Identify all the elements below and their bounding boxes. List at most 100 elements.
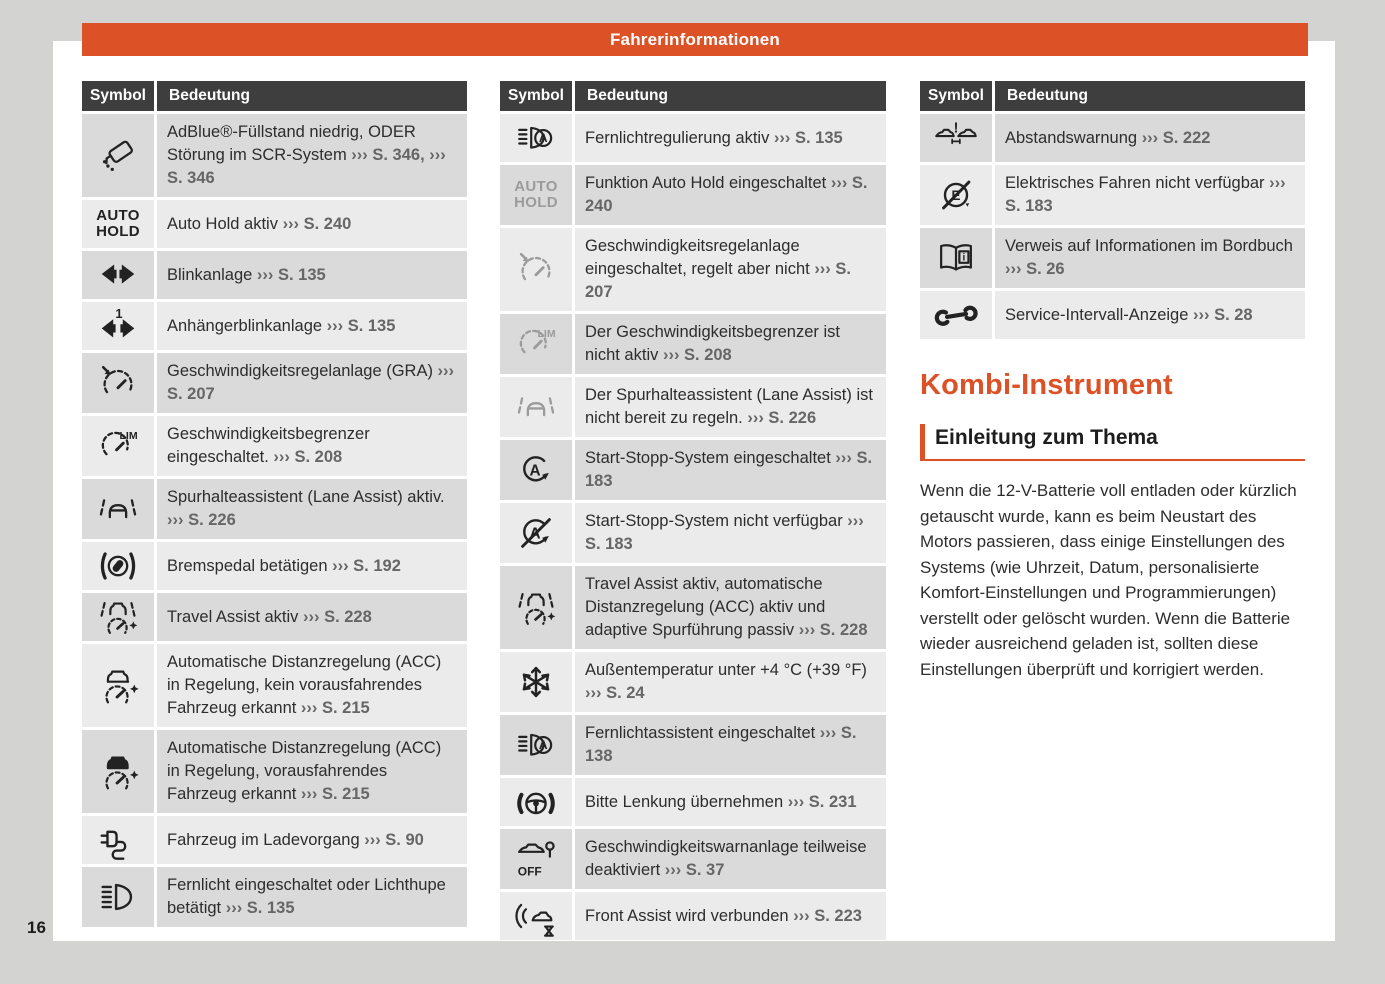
meaning-cell: Blinkanlage ››› S. 135 bbox=[157, 251, 467, 299]
page-ref-link[interactable]: ››› S. 215 bbox=[300, 699, 370, 717]
e-drive-unavailable-icon bbox=[920, 165, 995, 225]
page-ref-link[interactable]: ››› S. 135 bbox=[773, 128, 843, 147]
meaning-cell: Fernlicht eingeschaltet oder Lichthupe b… bbox=[157, 867, 467, 927]
page-ref-link[interactable]: ››› S. 135 bbox=[326, 316, 396, 335]
meaning-cell: Geschwindigkeitsregelanlage eingeschalte… bbox=[575, 228, 886, 311]
chapter-title: Fahrerinformationen bbox=[609, 29, 781, 49]
service-interval-icon bbox=[920, 291, 995, 339]
start-stop-unavailable-icon bbox=[500, 503, 575, 563]
page-ref-link[interactable]: ››› S. 215 bbox=[300, 785, 370, 803]
meaning-text: Der Geschwindigkeitsbegrenzer ist nicht … bbox=[585, 321, 876, 367]
meaning-text: Blinkanlage ››› S. 135 bbox=[167, 264, 326, 287]
meaning-text-part: AdBlue®-Füllstand niedrig, ODER Störung … bbox=[167, 123, 416, 164]
page-ref-link[interactable]: ››› S. 231 bbox=[787, 792, 857, 811]
page-ref-link[interactable]: ››› S. 240 bbox=[585, 174, 868, 215]
page-ref-link[interactable]: ››› S. 28 bbox=[1193, 305, 1253, 324]
meaning-text-part: Automatische Distanzregelung (ACC) in Re… bbox=[167, 739, 442, 803]
cruise-control-standby-icon bbox=[500, 228, 575, 311]
meaning-text-part: Automatische Distanzregelung (ACC) in Re… bbox=[167, 653, 442, 717]
meaning-cell: Auto Hold aktiv ››› S. 240 bbox=[157, 200, 467, 248]
meaning-text: Start-Stopp-System eingeschaltet ››› S. … bbox=[585, 447, 876, 493]
page-ref-link[interactable]: ››› S. 240 bbox=[282, 214, 352, 233]
page-ref-link[interactable]: ››› S. 226 bbox=[747, 409, 817, 427]
table-row: Geschwindigkeitsregelanlage eingeschalte… bbox=[500, 228, 886, 311]
meaning-text: Geschwindigkeitsregelanlage eingeschalte… bbox=[585, 235, 876, 304]
meaning-text-part: Elektrisches Fahren nicht verfügbar bbox=[1005, 174, 1270, 192]
meaning-text-part: Funktion Auto Hold eingeschaltet bbox=[585, 174, 831, 192]
meaning-text-part: Geschwindigkeitsregelanlage eingeschalte… bbox=[585, 237, 815, 278]
meaning-text-part: Verweis auf Informationen im Bordbuch bbox=[1005, 237, 1293, 255]
speed-warning-off-icon bbox=[500, 829, 575, 889]
table-row: AdBlue®-Füllstand niedrig, ODER Störung … bbox=[82, 114, 467, 197]
page-ref-link[interactable]: ››› S. 223 bbox=[793, 906, 862, 925]
page-ref-link[interactable]: ››› S. 135 bbox=[225, 899, 295, 917]
table-row: Fernlichtassistent eingeschaltet ››› S. … bbox=[500, 715, 886, 775]
meaning-text: Geschwindigkeitswarnanlage teilweise dea… bbox=[585, 836, 876, 882]
meaning-text: Bitte Lenkung übernehmen ››› S. 231 bbox=[585, 791, 857, 814]
table-row: Bitte Lenkung übernehmen ››› S. 231 bbox=[500, 778, 886, 826]
meaning-text-part: Der Spurhalteassistent (Lane Assist) ist… bbox=[585, 386, 873, 427]
page-number: 16 bbox=[27, 918, 46, 937]
meaning-cell: Der Spurhalteassistent (Lane Assist) ist… bbox=[575, 377, 886, 437]
meaning-text-part: Fernlichtregulierung aktiv bbox=[585, 128, 774, 147]
meaning-text-part: Anhängerblinkanlage bbox=[167, 316, 327, 335]
meaning-cell: Außentemperatur unter +4 °C (+39 °F) ›››… bbox=[575, 652, 886, 712]
page-ref-link[interactable]: ››› S. 24 bbox=[585, 684, 645, 702]
meaning-text-part: Außentemperatur unter +4 °C (+39 °F) bbox=[585, 661, 867, 679]
meaning-text: Der Spurhalteassistent (Lane Assist) ist… bbox=[585, 384, 876, 430]
table-row: Abstandswarnung ››› S. 222 bbox=[920, 114, 1305, 162]
auto-hold-active-indicator: AUTO HOLD bbox=[82, 200, 157, 248]
meaning-cell: Funktion Auto Hold eingeschaltet ››› S. … bbox=[575, 165, 886, 225]
meaning-text-part: Front Assist wird verbunden bbox=[585, 906, 794, 925]
page-ref-link[interactable]: ››› S. 207 bbox=[585, 260, 851, 301]
page-ref-link[interactable]: ››› S. 346, bbox=[351, 146, 425, 164]
meaning-text-part: Fernlicht eingeschaltet oder Lichthupe b… bbox=[167, 876, 446, 917]
meaning-cell: Abstandswarnung ››› S. 222 bbox=[995, 114, 1305, 162]
page-ref-link[interactable]: ››› S. 135 bbox=[256, 265, 326, 284]
page-ref-link[interactable]: ››› S. 208 bbox=[662, 346, 732, 364]
table-row: Start-Stopp-System eingeschaltet ››› S. … bbox=[500, 440, 886, 500]
page-ref-link[interactable]: ››› S. 228 bbox=[798, 621, 868, 639]
right-column: Symbol Bedeutung Abstandswarnung ››› S. … bbox=[920, 81, 1305, 699]
meaning-text: Außentemperatur unter +4 °C (+39 °F) ›››… bbox=[585, 659, 876, 705]
meaning-cell: Service-Intervall-Anzeige ››› S. 28 bbox=[995, 291, 1305, 339]
page-ref-link[interactable]: ››› S. 183 bbox=[585, 512, 864, 553]
speed-limiter-icon bbox=[82, 416, 157, 476]
page-ref-link[interactable]: ››› S. 192 bbox=[332, 556, 401, 575]
page-ref-link[interactable]: ››› S. 183 bbox=[585, 449, 873, 490]
meaning-text: Automatische Distanzregelung (ACC) in Re… bbox=[167, 651, 457, 720]
table-row: Verweis auf Informationen im Bordbuch ››… bbox=[920, 228, 1305, 288]
meaning-text-part: Travel Assist aktiv, automatische Distan… bbox=[585, 575, 826, 639]
page-ref-link[interactable]: ››› S. 208 bbox=[273, 448, 343, 466]
page-ref-link[interactable]: ››› S. 90 bbox=[364, 830, 424, 849]
chapter-header-bar: Fahrerinformationen bbox=[82, 23, 1308, 56]
symbol-column-header: Symbol bbox=[500, 81, 575, 111]
page-ref-link[interactable]: ››› S. 138 bbox=[585, 724, 857, 765]
page-ref-link[interactable]: ››› S. 26 bbox=[1005, 260, 1065, 278]
front-assist-connecting-icon bbox=[500, 892, 575, 940]
meaning-text: Fernlichtregulierung aktiv ››› S. 135 bbox=[585, 127, 843, 150]
meaning-text: Verweis auf Informationen im Bordbuch ››… bbox=[1005, 235, 1295, 281]
page-ref-link[interactable]: ››› S. 37 bbox=[664, 861, 725, 879]
page-ref-link[interactable]: ››› S. 228 bbox=[303, 607, 372, 626]
table-row: Travel Assist aktiv ››› S. 228 bbox=[82, 593, 467, 641]
meaning-text-part: Geschwindigkeitswarnanlage teilweise dea… bbox=[585, 838, 867, 879]
start-stop-active-icon bbox=[500, 440, 575, 500]
page-ref-link[interactable]: ››› S. 346 bbox=[167, 146, 446, 187]
meaning-cell: Start-Stopp-System nicht verfügbar ››› S… bbox=[575, 503, 886, 563]
meaning-cell: Automatische Distanzregelung (ACC) in Re… bbox=[157, 730, 467, 813]
table-row: Fahrzeug im Ladevorgang ››› S. 90 bbox=[82, 816, 467, 864]
meaning-text: Abstandswarnung ››› S. 222 bbox=[1005, 127, 1210, 150]
meaning-text: Start-Stopp-System nicht verfügbar ››› S… bbox=[585, 510, 876, 556]
auto-hold-on-indicator: AUTO HOLD bbox=[500, 165, 575, 225]
page-ref-link[interactable]: ››› S. 207 bbox=[167, 362, 455, 403]
table-row: Travel Assist aktiv, automatische Distan… bbox=[500, 566, 886, 649]
meaning-cell: Anhängerblinkanlage ››› S. 135 bbox=[157, 302, 467, 350]
page-ref-link[interactable]: ››› S. 222 bbox=[1141, 128, 1211, 147]
page-ref-link[interactable]: ››› S. 183 bbox=[1005, 174, 1286, 215]
table-row: Elektrisches Fahren nicht verfügbar ››› … bbox=[920, 165, 1305, 225]
meaning-text: Geschwindigkeitsbegrenzer eingeschaltet.… bbox=[167, 423, 457, 469]
meaning-text-part: Travel Assist aktiv bbox=[167, 607, 304, 626]
page-ref-link[interactable]: ››› S. 226 bbox=[167, 511, 236, 529]
meaning-cell: AdBlue®-Füllstand niedrig, ODER Störung … bbox=[157, 114, 467, 197]
